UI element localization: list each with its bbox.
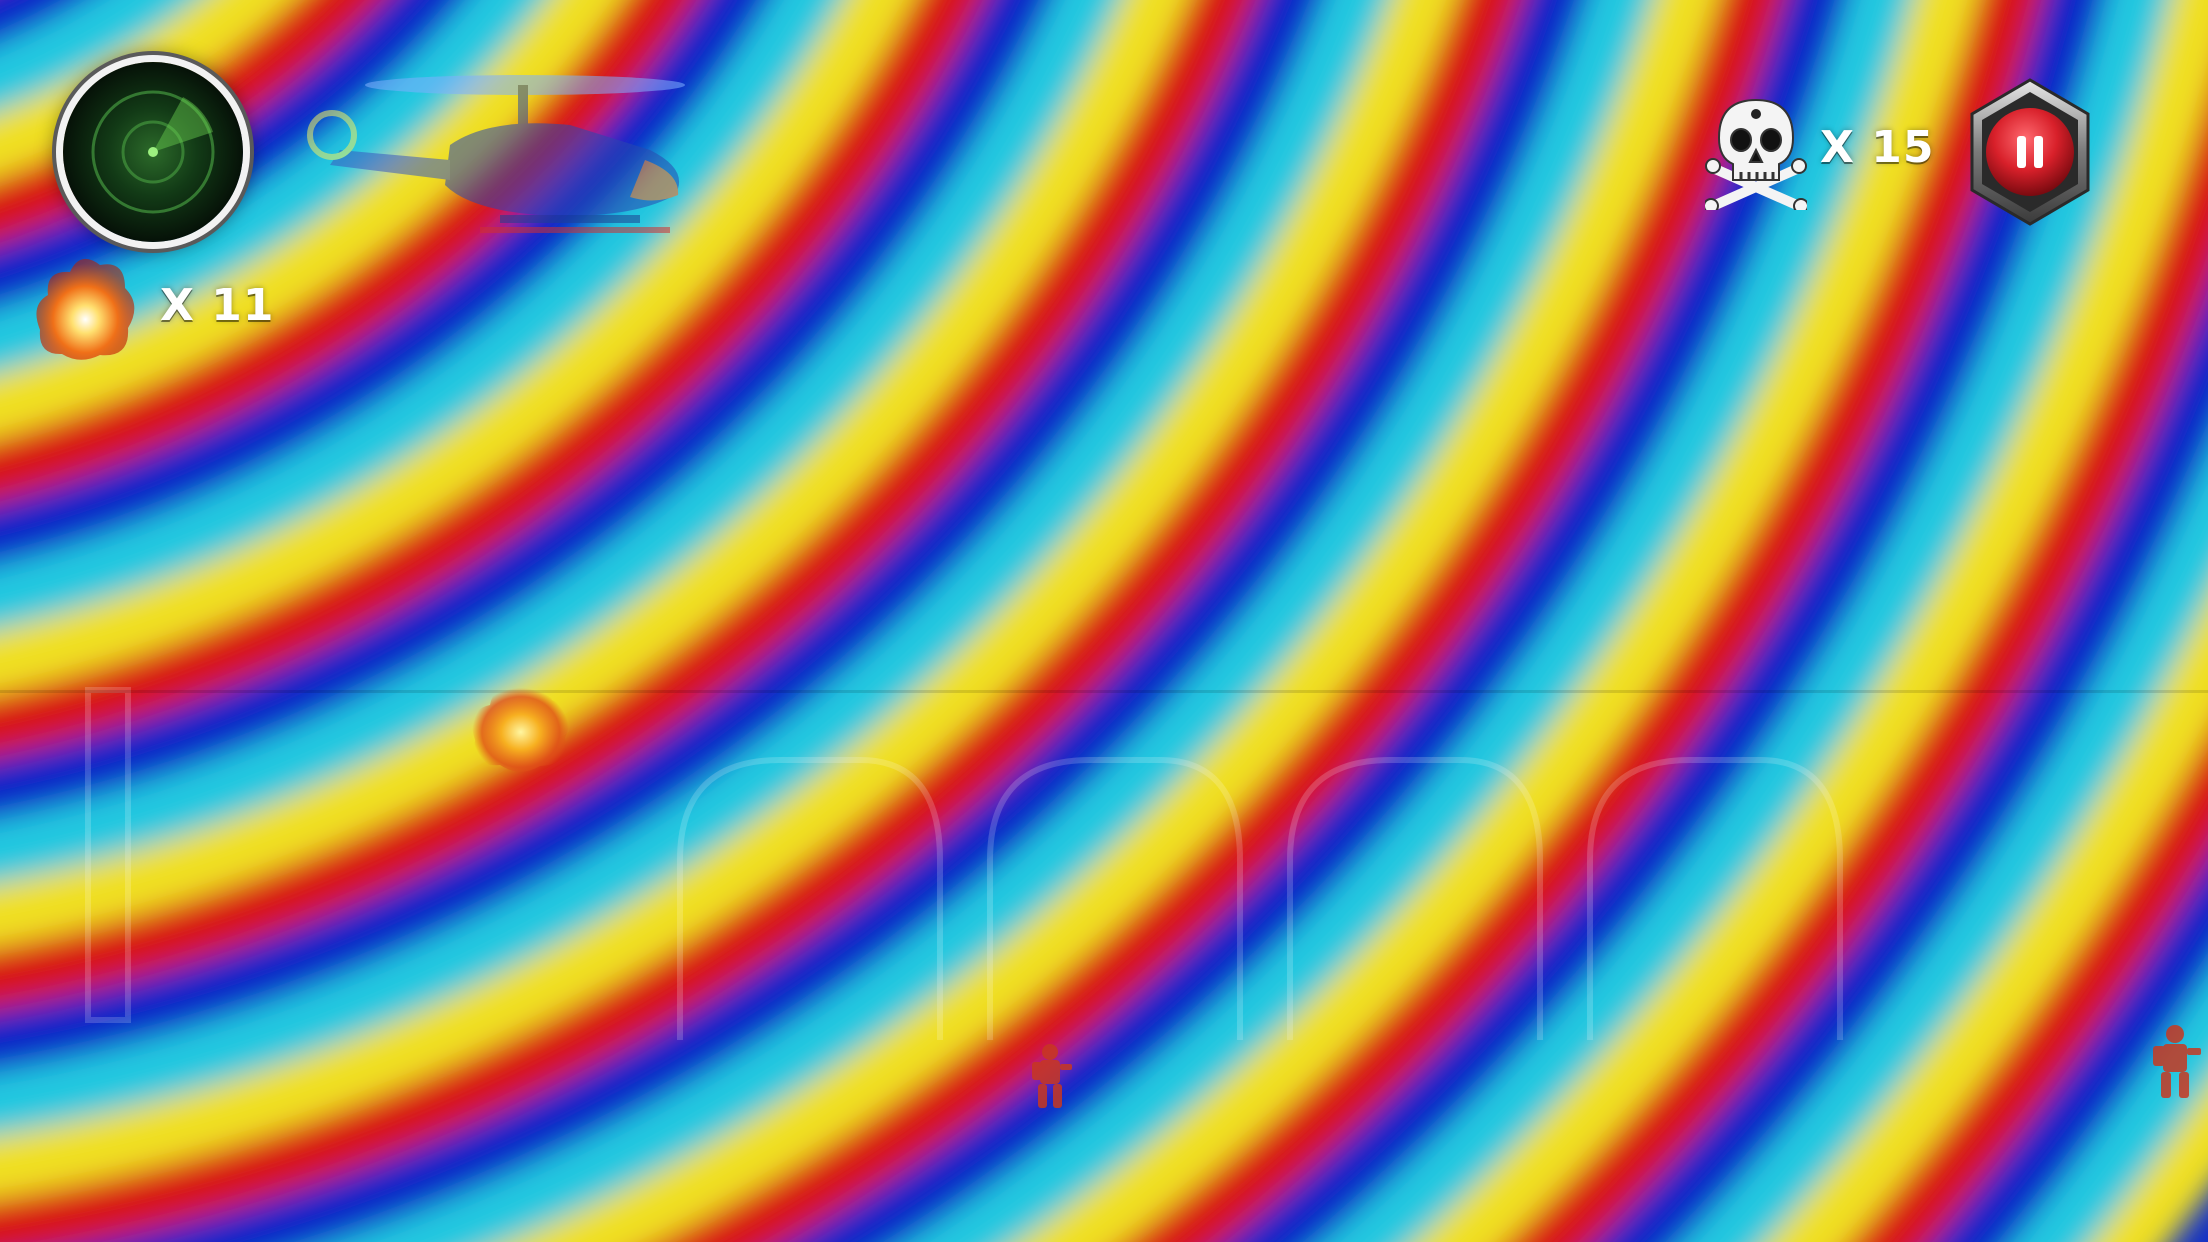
explosion-icon bbox=[30, 250, 140, 365]
kill-count: X 15 bbox=[1820, 122, 1934, 173]
pause-button[interactable] bbox=[1968, 78, 2092, 226]
pause-button-face bbox=[1986, 108, 2074, 196]
explosion-icon bbox=[460, 670, 580, 780]
soldier-icon bbox=[2145, 1020, 2205, 1100]
bomb-count: X 11 bbox=[160, 280, 274, 331]
skull-crossbones-icon bbox=[1705, 96, 1807, 210]
helicopter-icon bbox=[300, 55, 700, 250]
soldier-icon bbox=[1020, 1040, 1080, 1110]
radar-icon bbox=[63, 62, 243, 242]
